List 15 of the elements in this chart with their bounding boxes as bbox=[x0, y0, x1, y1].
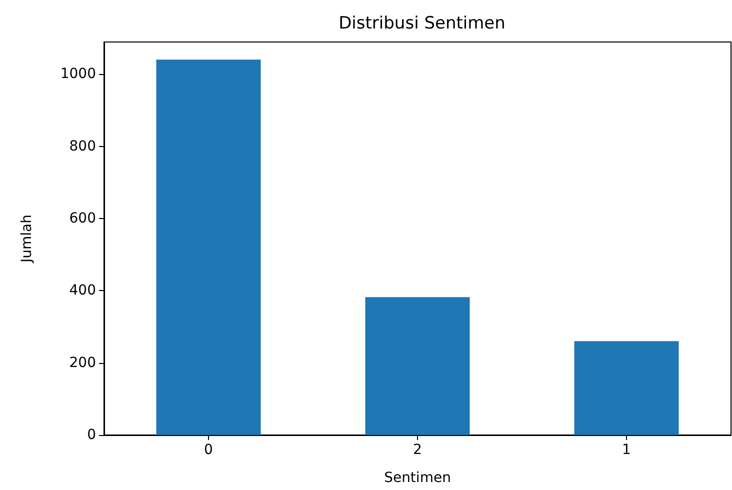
chart-title: Distribusi Sentimen bbox=[338, 14, 506, 34]
y-tick-label: 0 bbox=[87, 427, 96, 443]
y-tick-label: 800 bbox=[69, 138, 96, 154]
x-axis-title: Sentimen bbox=[384, 470, 451, 486]
bar bbox=[365, 297, 470, 435]
bar bbox=[574, 341, 679, 435]
y-tick-label: 200 bbox=[69, 354, 96, 371]
y-tick-label: 600 bbox=[69, 210, 96, 226]
x-tick-label: 0 bbox=[204, 442, 213, 458]
x-tick-label: 1 bbox=[622, 442, 631, 458]
x-tick-label: 2 bbox=[413, 442, 422, 458]
bar bbox=[156, 60, 261, 435]
y-axis-title: Jumlah bbox=[19, 214, 35, 264]
y-tick-label: 400 bbox=[69, 282, 96, 299]
y-tick-label: 1000 bbox=[60, 66, 96, 82]
